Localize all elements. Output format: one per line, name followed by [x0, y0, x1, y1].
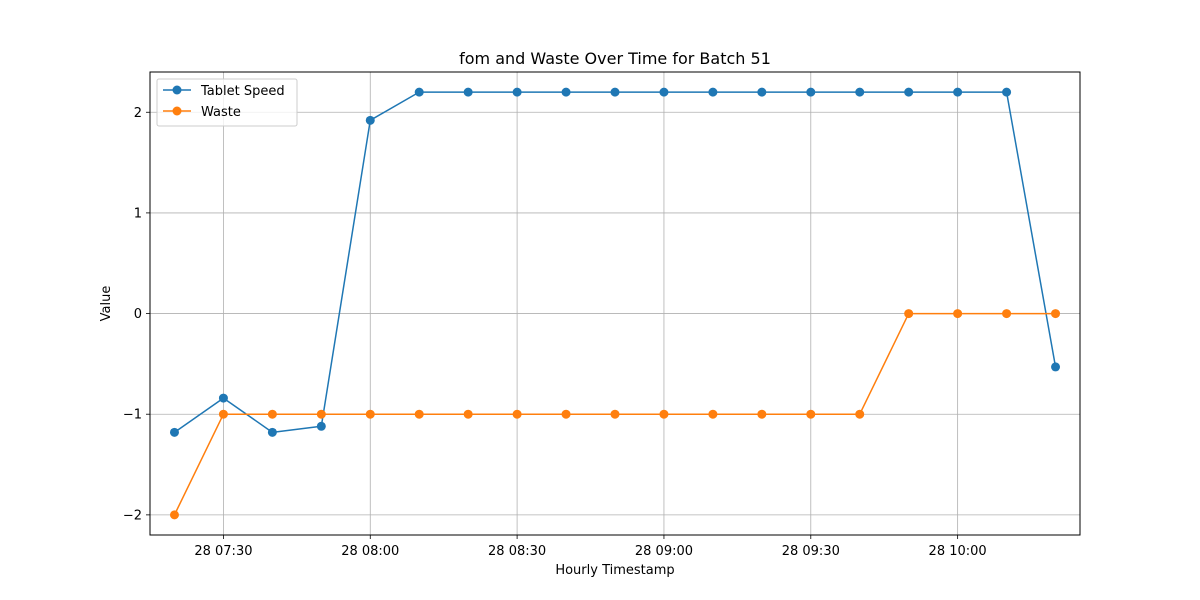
- plot-frame: [149, 71, 1081, 536]
- data-point-tablet-speed: [463, 87, 473, 97]
- data-point-waste: [610, 409, 620, 419]
- data-point-tablet-speed: [855, 87, 865, 97]
- y-tick-label: −2: [123, 508, 142, 523]
- data-point-waste: [1051, 309, 1061, 319]
- data-point-waste: [757, 409, 767, 419]
- data-point-waste: [659, 409, 669, 419]
- x-tick-label: 28 07:30: [194, 544, 252, 559]
- x-axis-label: Hourly Timestamp: [555, 563, 674, 578]
- data-point-tablet-speed: [1051, 362, 1061, 372]
- data-point-waste: [267, 409, 277, 419]
- legend-swatch-marker: [172, 106, 182, 116]
- data-point-tablet-speed: [806, 87, 816, 97]
- data-point-tablet-speed: [953, 87, 963, 97]
- legend-entry-waste: Waste: [201, 105, 241, 120]
- y-axis: −2 −1 0 1 2: [123, 106, 150, 523]
- chart-title: fom and Waste Over Time for Batch 51: [459, 49, 771, 68]
- data-point-waste: [806, 409, 816, 419]
- data-point-waste: [169, 510, 179, 520]
- data-point-waste: [561, 409, 571, 419]
- x-tick-label: 28 09:00: [635, 544, 693, 559]
- data-point-tablet-speed: [316, 421, 326, 431]
- data-point-tablet-speed: [1002, 87, 1012, 97]
- y-axis-label: Value: [99, 286, 114, 322]
- data-point-waste: [708, 409, 718, 419]
- data-point-waste: [953, 309, 963, 319]
- data-point-tablet-speed: [512, 87, 522, 97]
- data-point-tablet-speed: [610, 87, 620, 97]
- x-tick-label: 28 09:30: [782, 544, 840, 559]
- data-point-tablet-speed: [218, 393, 228, 403]
- data-point-tablet-speed: [365, 115, 375, 125]
- data-point-waste: [463, 409, 473, 419]
- y-tick-label: 1: [134, 206, 142, 221]
- legend-box: [156, 78, 298, 127]
- y-tick-label: −1: [123, 408, 142, 423]
- data-point-waste: [512, 409, 522, 419]
- data-point-tablet-speed: [708, 87, 718, 97]
- data-point-tablet-speed: [169, 427, 179, 437]
- legend: Tablet Speed Waste: [156, 78, 298, 127]
- data-point-tablet-speed: [414, 87, 424, 97]
- series-line-tablet-speed: [174, 91, 1057, 434]
- grid: [150, 72, 1080, 535]
- data-point-waste: [316, 409, 326, 419]
- data-point-waste: [904, 309, 914, 319]
- data-point-tablet-speed: [757, 87, 767, 97]
- data-point-tablet-speed: [267, 427, 277, 437]
- x-tick-label: 28 10:00: [929, 544, 987, 559]
- x-tick-label: 28 08:30: [488, 544, 546, 559]
- y-tick-label: 2: [134, 106, 142, 121]
- data-point-waste: [414, 409, 424, 419]
- data-point-waste: [218, 409, 228, 419]
- data-point-tablet-speed: [561, 87, 571, 97]
- series-waste: [169, 309, 1061, 520]
- y-tick-label: 0: [134, 307, 142, 322]
- series-layer: [169, 87, 1061, 520]
- data-point-waste: [855, 409, 865, 419]
- data-point-waste: [365, 409, 375, 419]
- x-tick-label: 28 08:00: [341, 544, 399, 559]
- data-point-tablet-speed: [904, 87, 914, 97]
- x-axis: 28 07:30 28 08:00 28 08:30 28 09:00 28 09:30…: [194, 535, 987, 559]
- series-tablet-speed: [169, 87, 1061, 437]
- data-point-tablet-speed: [659, 87, 669, 97]
- legend-entry-tablet-speed: Tablet Speed: [200, 84, 285, 99]
- data-point-waste: [1002, 309, 1012, 319]
- legend-swatch-marker: [172, 85, 182, 95]
